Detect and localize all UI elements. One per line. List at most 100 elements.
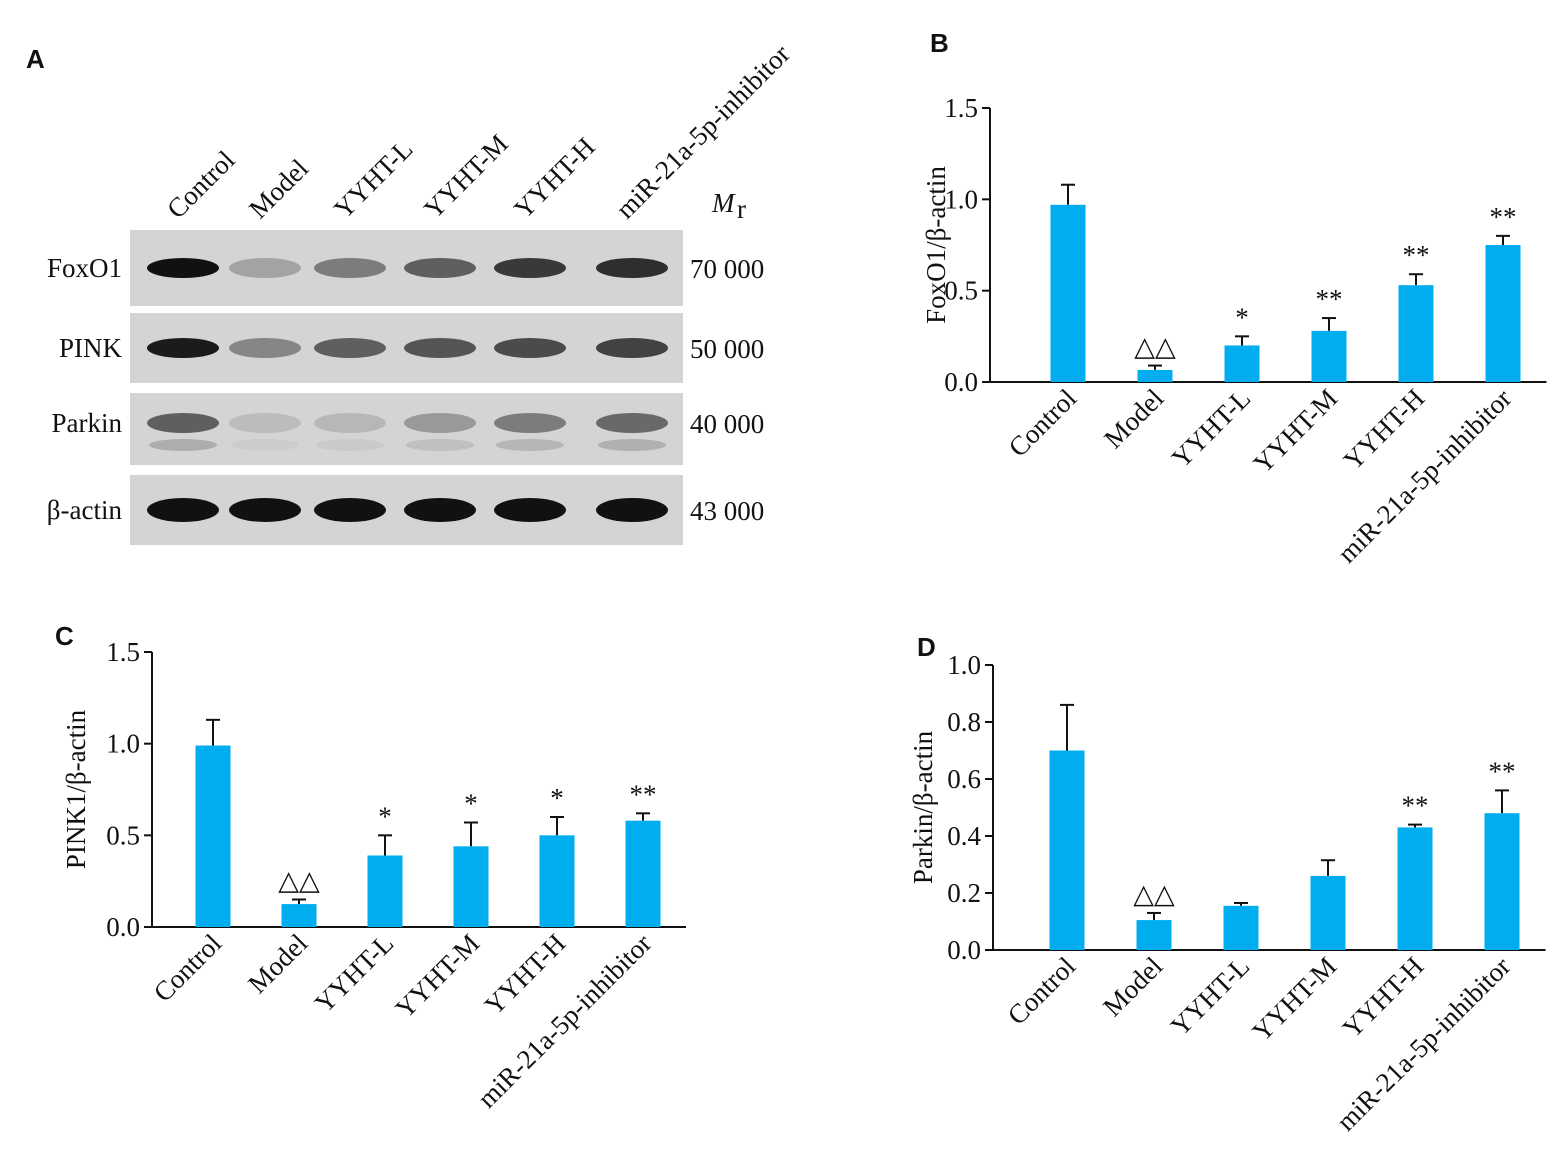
x-tick-label: Control xyxy=(1002,951,1082,1031)
bar xyxy=(1484,813,1520,950)
blot-band xyxy=(314,338,386,358)
x-tick-label: Control xyxy=(148,928,228,1008)
y-tick-label: 0.5 xyxy=(106,820,140,850)
x-tick-label: YYHT-M xyxy=(1247,383,1343,479)
x-tick-label: miR-21a-5p-inhibitor xyxy=(1331,951,1517,1137)
bar xyxy=(281,904,317,927)
x-tick-label: YYHT-L xyxy=(309,928,400,1019)
y-tick-label: 1.5 xyxy=(106,637,140,667)
y-tick-label: 0.0 xyxy=(944,367,978,397)
blot-band xyxy=(404,338,476,358)
blot-band xyxy=(316,439,384,451)
blot-band xyxy=(149,439,217,451)
blot-band xyxy=(494,498,566,522)
bar xyxy=(1224,345,1260,382)
bar xyxy=(1397,827,1433,950)
blot-band xyxy=(494,338,566,358)
blot-band xyxy=(314,498,386,522)
significance-label: ** xyxy=(1402,791,1429,821)
blot-band xyxy=(596,258,668,278)
blot-strip xyxy=(130,393,683,465)
blot-band xyxy=(147,413,219,433)
mr-label: 50 000 xyxy=(690,334,764,364)
blot-band xyxy=(404,258,476,278)
blot-band xyxy=(229,498,301,522)
blot-band xyxy=(231,439,299,451)
significance-label: △△ xyxy=(1133,879,1175,909)
bar xyxy=(1223,905,1259,950)
y-tick-label: 0.6 xyxy=(947,764,981,794)
blot-band xyxy=(406,439,474,451)
significance-label: △△ xyxy=(1134,332,1176,362)
blot-row-label: Parkin xyxy=(52,408,123,438)
blot-band xyxy=(596,338,668,358)
blot-band xyxy=(147,258,219,278)
x-tick-label: Model xyxy=(1098,383,1169,454)
panel-label: C xyxy=(55,621,74,651)
x-tick-label: YYHT-L xyxy=(1166,383,1257,474)
blot-band xyxy=(596,498,668,522)
significance-label: * xyxy=(1235,302,1249,332)
y-tick-label: 1.0 xyxy=(947,650,981,680)
significance-label: * xyxy=(378,801,392,831)
mr-label: 43 000 xyxy=(690,496,764,526)
bar xyxy=(1311,330,1347,382)
lane-label: Control xyxy=(161,145,241,225)
bar xyxy=(1049,750,1085,950)
significance-label: △△ xyxy=(278,866,320,896)
blot-band xyxy=(496,439,564,451)
blot-band xyxy=(596,413,668,433)
blot-band xyxy=(147,498,219,522)
mr-label: 70 000 xyxy=(690,254,764,284)
mr-label: 40 000 xyxy=(690,409,764,439)
y-tick-label: 1.5 xyxy=(944,93,978,123)
x-tick-label: Control xyxy=(1003,383,1083,463)
panel-label: D xyxy=(917,632,936,662)
blot-row-label: FoxO1 xyxy=(47,253,122,283)
y-tick-label: 1.0 xyxy=(944,184,978,214)
bar xyxy=(1310,875,1346,950)
bar xyxy=(1136,920,1172,950)
panel-label: A xyxy=(26,44,45,74)
significance-label: ** xyxy=(1490,202,1517,232)
blot-band xyxy=(404,498,476,522)
y-axis-label: PINK1/β-actin xyxy=(61,709,91,869)
blot-band xyxy=(229,338,301,358)
bar xyxy=(1485,245,1521,382)
blot-row-label: PINK xyxy=(59,333,123,363)
y-tick-label: 0.8 xyxy=(947,707,981,737)
x-tick-label: Model xyxy=(1097,951,1168,1022)
x-tick-label: YYHT-L xyxy=(1165,951,1256,1042)
x-tick-label: YYHT-M xyxy=(1246,951,1342,1047)
significance-label: ** xyxy=(1489,756,1516,786)
significance-label: * xyxy=(464,789,478,819)
lane-label: Model xyxy=(243,153,314,224)
blot-band xyxy=(598,439,666,451)
blot-band xyxy=(404,413,476,433)
blot-band xyxy=(314,258,386,278)
blot-band xyxy=(147,338,219,358)
lane-label: miR-21a-5p-inhibitor xyxy=(610,39,796,225)
x-tick-label: miR-21a-5p-inhibitor xyxy=(1332,383,1518,569)
significance-label: ** xyxy=(630,779,657,809)
bar xyxy=(1398,285,1434,382)
blot-band xyxy=(494,258,566,278)
y-axis-label: FoxO1/β-actin xyxy=(921,166,951,324)
x-tick-label: YYHT-M xyxy=(389,928,485,1024)
y-axis-label: Parkin/β-actin xyxy=(908,730,938,884)
mr-subscript: r xyxy=(737,194,746,224)
y-tick-label: 0.0 xyxy=(947,935,981,965)
bar xyxy=(1050,204,1086,382)
blot-row-label: β-actin xyxy=(47,495,123,525)
mr-symbol: M xyxy=(711,188,736,218)
blot-band xyxy=(229,413,301,433)
significance-label: ** xyxy=(1403,240,1430,270)
bar xyxy=(367,855,403,927)
blot-band xyxy=(494,413,566,433)
y-tick-label: 0.4 xyxy=(947,821,981,851)
lane-label: YYHT-M xyxy=(418,128,514,224)
bar xyxy=(539,835,575,927)
x-tick-label: Model xyxy=(242,928,313,999)
bar xyxy=(195,745,231,927)
